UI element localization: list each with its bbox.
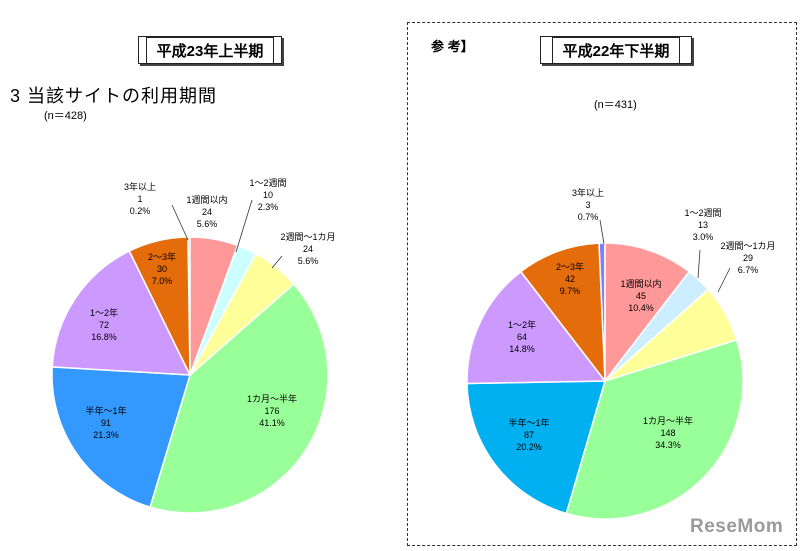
data-label-0-1-2: 5.6% <box>197 219 218 229</box>
data-label-0-4-1: 176 <box>264 406 279 416</box>
data-label-1-6-1: 64 <box>517 332 527 342</box>
data-label-1-7-1: 42 <box>565 274 575 284</box>
pie-slice-0-6 <box>51 250 192 376</box>
data-label-0-5-0: 半年～1年 <box>85 405 126 416</box>
data-label-0-4-2: 41.1% <box>259 418 285 428</box>
pie-slice-0-5 <box>51 366 191 509</box>
data-label-1-4-2: 34.3% <box>655 440 681 450</box>
data-label-0-6-1: 72 <box>99 320 109 330</box>
data-label-1-2-2: 3.0% <box>693 232 714 242</box>
data-label-0-4-0: 1カ月～半年 <box>247 393 297 404</box>
data-label-1-7-0: 2～3年 <box>556 261 584 272</box>
data-label-1-5-1: 87 <box>524 430 534 440</box>
data-label-1-2-0: 1～2週間 <box>684 208 721 218</box>
leader-line-1-3 <box>717 267 731 293</box>
data-label-1-3-2: 6.7% <box>738 265 759 275</box>
resemom-logo: ReseMom <box>690 516 784 537</box>
data-label-0-7-0: 2～3年 <box>148 251 176 262</box>
left-period-title: 平成23年上半期 <box>145 36 275 64</box>
data-label-0-2-1: 10 <box>263 190 273 200</box>
data-label-1-1-2: 10.4% <box>628 303 654 313</box>
data-label-1-3-0: 2週間～1カ月 <box>720 241 775 251</box>
data-label-1-6-0: 1～2年 <box>508 319 536 330</box>
data-label-0-5-1: 91 <box>101 418 111 428</box>
data-label-1-1-0: 1週間以内 <box>620 278 661 289</box>
data-label-0-0-2: 0.2% <box>130 206 151 216</box>
data-label-1-5-2: 20.2% <box>516 442 542 452</box>
pie-slice-1-5 <box>466 380 607 515</box>
data-label-1-4-1: 148 <box>660 428 675 438</box>
data-label-0-0-0: 3年以上 <box>124 181 156 192</box>
data-label-1-6-2: 14.8% <box>509 344 535 354</box>
data-label-0-1-1: 24 <box>202 207 212 217</box>
left-period-box: 平成23年上半期 <box>138 36 282 64</box>
data-label-1-0-1: 3 <box>585 200 590 210</box>
data-label-0-7-1: 30 <box>157 264 167 274</box>
right-period-title: 平成22年下半期 <box>551 36 681 64</box>
pie-slice-0-7 <box>128 236 191 376</box>
leader-line-1-2 <box>697 249 701 279</box>
reference-label: 参 考】 <box>431 39 474 54</box>
data-label-0-0-1: 1 <box>137 194 142 204</box>
pie-slice-1-4 <box>565 338 744 520</box>
pie-slice-1-1 <box>604 242 691 384</box>
data-label-1-2-1: 13 <box>698 220 708 230</box>
data-label-0-6-2: 16.8% <box>91 332 117 342</box>
pie-slice-1-7 <box>519 242 606 384</box>
data-label-0-3-0: 2週間～1カ月 <box>280 232 335 242</box>
section-title: 3 当該サイトの利用期間 <box>10 86 218 106</box>
data-label-1-7-2: 9.7% <box>560 286 581 296</box>
pie-slice-0-4 <box>149 283 329 514</box>
data-label-0-6-0: 1～2年 <box>90 307 118 318</box>
data-label-0-2-2: 2.3% <box>258 202 279 212</box>
data-label-0-3-2: 5.6% <box>298 256 319 266</box>
leader-line-0-3 <box>271 255 283 269</box>
data-label-1-4-0: 1カ月～半年 <box>643 415 693 426</box>
data-label-1-1-1: 45 <box>636 291 646 301</box>
reference-panel <box>407 22 797 546</box>
data-label-0-2-0: 1～2週間 <box>249 178 286 188</box>
data-label-1-5-0: 半年～1年 <box>508 417 549 428</box>
data-label-1-3-1: 29 <box>743 253 753 263</box>
data-label-1-0-2: 0.7% <box>578 212 599 222</box>
left-sample-size: (n＝428) <box>44 110 87 122</box>
data-label-0-3-1: 24 <box>303 244 313 254</box>
pie-slice-1-6 <box>466 270 607 385</box>
data-label-0-1-0: 1週間以内 <box>186 194 227 205</box>
data-label-0-5-2: 21.3% <box>93 430 119 440</box>
leader-line-0-0 <box>171 204 189 241</box>
data-label-0-7-2: 7.0% <box>152 276 173 286</box>
right-sample-size: (n＝431) <box>594 99 637 111</box>
leader-line-1-0 <box>599 219 605 245</box>
data-label-1-0-0: 3年以上 <box>572 187 604 198</box>
leader-line-0-2 <box>235 199 253 253</box>
right-period-box: 平成22年下半期 <box>540 36 692 64</box>
